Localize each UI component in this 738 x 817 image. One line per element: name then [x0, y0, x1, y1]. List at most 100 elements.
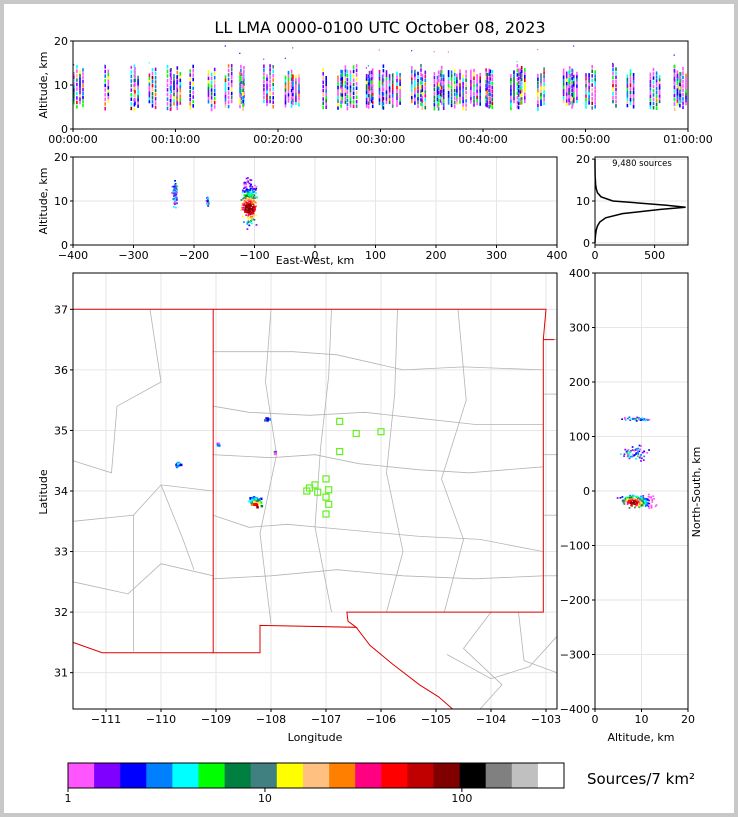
colorbar-cell [276, 763, 304, 788]
time-height-source [679, 75, 681, 79]
time-height-source [576, 87, 578, 91]
time-height-source [568, 91, 570, 95]
time-height-source [652, 80, 655, 84]
time-height-source [352, 74, 355, 78]
time-height-source [284, 91, 287, 95]
time-height-source [82, 80, 84, 84]
plan-view-xtick-label: −107 [311, 713, 341, 726]
time-height-source [370, 73, 373, 78]
time-height-source [612, 79, 614, 84]
east-west-source [243, 200, 246, 202]
time-height-source [382, 83, 385, 87]
time-height-source [676, 70, 679, 74]
time-height-source [107, 82, 110, 87]
time-height-source [676, 88, 679, 92]
time-height-source [340, 69, 342, 74]
colorbar-ticks: 1 10 100 [65, 788, 472, 805]
east-west-source [207, 204, 209, 206]
time-height-source [486, 83, 488, 87]
time-height-source [130, 66, 132, 68]
time-height-ytick-label: 20 [54, 35, 68, 48]
time-height-source [173, 86, 175, 90]
plan-view-source [258, 501, 261, 505]
time-height-source [272, 65, 274, 69]
time-height-source [213, 67, 216, 72]
east-west-source [207, 205, 210, 207]
time-height-source [685, 95, 687, 100]
time-height-source [576, 74, 578, 79]
altitude-ns-source [627, 454, 629, 457]
altitude-ns-source [640, 495, 642, 498]
time-height-source [179, 72, 182, 76]
time-height-source [439, 89, 442, 93]
time-height-source [615, 79, 617, 84]
time-height-source [179, 78, 182, 82]
time-height-source [440, 93, 443, 97]
time-height-source [676, 95, 679, 99]
time-height-source [473, 99, 475, 103]
plan-view-source [259, 501, 263, 504]
time-height-source [371, 76, 374, 80]
time-height-source [421, 95, 424, 100]
time-height-source [368, 84, 371, 88]
time-height-source [585, 73, 587, 77]
time-height-xtick-label: 01:00:00 [663, 133, 712, 146]
altitude-ns-source [636, 499, 639, 501]
plan-view-source [260, 504, 264, 508]
time-height-source [266, 102, 268, 107]
time-height-source [442, 99, 445, 103]
time-height-source [266, 86, 268, 91]
time-height-source [290, 92, 293, 97]
east-west-source [247, 221, 250, 223]
time-height-source [655, 79, 658, 83]
colorbar-label: Sources/7 km² [587, 770, 695, 788]
time-height-source [488, 84, 490, 89]
altitude-ns-source [630, 496, 633, 499]
colorbar-tick-label: 10 [258, 792, 272, 805]
altitude-ns-source [643, 498, 646, 501]
east-west-source [250, 219, 253, 222]
altitude-ns-source [637, 447, 639, 450]
time-height-source [295, 83, 297, 88]
time-height-source [240, 64, 242, 69]
time-height-source [367, 78, 370, 82]
altitude-ns-source [626, 449, 629, 452]
time-height-source [151, 100, 154, 104]
altitude-ns-source [640, 454, 642, 456]
altitude-ns-source [632, 495, 635, 497]
time-height-source [230, 99, 233, 104]
time-height-source [465, 103, 467, 107]
altitude-ns-source [625, 500, 627, 502]
time-height-source [417, 97, 419, 101]
time-height-source [632, 97, 635, 102]
time-height-source [107, 95, 110, 100]
altitude-ns-source [645, 502, 647, 505]
east-west-source [242, 190, 244, 192]
time-height-xtick-label: 00:00:00 [48, 133, 97, 146]
colorbar-cell [94, 763, 121, 788]
time-height-source [562, 85, 565, 90]
east-west-source [248, 206, 251, 209]
east-west-source [173, 184, 176, 187]
time-height-source [568, 101, 570, 106]
plan-view-source [253, 500, 256, 503]
altitude-ns-source [621, 496, 624, 498]
time-height-source [414, 87, 416, 91]
time-height-source [134, 74, 136, 79]
altitude-ns-source [655, 504, 658, 506]
time-height-source [391, 100, 394, 105]
time-height-source [470, 76, 472, 80]
time-height-source [543, 71, 545, 75]
time-height-source [462, 99, 464, 104]
time-height-source [537, 73, 539, 78]
time-height-source [378, 77, 381, 81]
east-west-source [176, 199, 178, 201]
time-height-source [420, 85, 422, 89]
time-height-source [682, 79, 684, 84]
time-height-source [568, 74, 570, 78]
colorbar-cell [381, 763, 408, 788]
east-west-source [250, 193, 253, 196]
altitude-ns-source [627, 417, 629, 420]
time-height-source [290, 100, 293, 104]
time-height-source [585, 91, 587, 95]
